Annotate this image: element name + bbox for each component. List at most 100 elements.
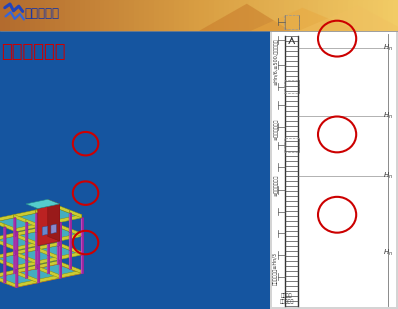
Bar: [90, 0, 96, 31]
Polygon shape: [14, 270, 26, 278]
Polygon shape: [59, 208, 60, 227]
Bar: [318, 0, 324, 31]
Polygon shape: [4, 227, 6, 246]
Polygon shape: [48, 252, 60, 260]
Polygon shape: [48, 199, 60, 241]
Bar: [328, 0, 334, 31]
Bar: [348, 0, 354, 31]
Bar: [214, 0, 220, 31]
Polygon shape: [59, 245, 60, 264]
Polygon shape: [16, 232, 18, 251]
Polygon shape: [59, 222, 62, 242]
Polygon shape: [37, 213, 38, 232]
Bar: [323, 0, 329, 31]
Polygon shape: [35, 213, 38, 232]
Bar: [159, 0, 165, 31]
Bar: [70, 0, 75, 31]
Polygon shape: [36, 210, 48, 218]
Bar: [0, 31, 270, 309]
Bar: [204, 0, 210, 31]
Bar: [119, 0, 125, 31]
Bar: [249, 0, 255, 31]
Bar: [60, 0, 65, 31]
Polygon shape: [69, 232, 72, 251]
Polygon shape: [17, 231, 18, 250]
Polygon shape: [81, 236, 84, 256]
Bar: [184, 0, 190, 31]
Polygon shape: [25, 222, 28, 242]
Bar: [30, 0, 35, 31]
Polygon shape: [298, 6, 398, 31]
Bar: [254, 0, 259, 31]
Bar: [20, 0, 25, 31]
Text: $H_n$: $H_n$: [383, 111, 393, 121]
Polygon shape: [0, 209, 82, 232]
Text: $H_n$: $H_n$: [383, 43, 393, 53]
Bar: [338, 0, 344, 31]
Polygon shape: [26, 199, 60, 209]
Polygon shape: [17, 250, 18, 269]
Polygon shape: [16, 242, 38, 250]
Polygon shape: [0, 275, 4, 283]
Polygon shape: [37, 227, 40, 246]
Bar: [124, 0, 130, 31]
Bar: [259, 0, 264, 31]
Bar: [5, 0, 11, 31]
Bar: [368, 0, 374, 31]
Polygon shape: [25, 260, 28, 279]
Polygon shape: [49, 217, 50, 236]
Polygon shape: [58, 261, 70, 269]
Polygon shape: [14, 214, 26, 222]
Polygon shape: [26, 222, 28, 241]
Bar: [115, 0, 120, 31]
Bar: [289, 0, 294, 31]
Bar: [199, 0, 205, 31]
Polygon shape: [0, 264, 82, 287]
Polygon shape: [14, 228, 36, 236]
Polygon shape: [60, 240, 62, 260]
Polygon shape: [58, 205, 70, 213]
Polygon shape: [37, 246, 40, 265]
Polygon shape: [36, 242, 58, 250]
Bar: [373, 0, 379, 31]
Polygon shape: [39, 264, 40, 283]
Bar: [283, 0, 289, 31]
Bar: [45, 0, 51, 31]
Polygon shape: [58, 242, 70, 250]
Polygon shape: [82, 254, 84, 273]
Polygon shape: [38, 256, 60, 264]
Bar: [393, 0, 398, 31]
Polygon shape: [39, 245, 40, 264]
Polygon shape: [57, 246, 60, 265]
Polygon shape: [42, 226, 48, 235]
Bar: [35, 0, 41, 31]
Polygon shape: [38, 204, 60, 246]
Polygon shape: [81, 255, 84, 274]
Bar: [294, 0, 299, 31]
Bar: [363, 0, 369, 31]
Polygon shape: [37, 231, 38, 250]
Polygon shape: [17, 268, 18, 287]
Bar: [189, 0, 195, 31]
Polygon shape: [0, 270, 14, 278]
Polygon shape: [70, 231, 72, 250]
Bar: [264, 0, 269, 31]
Polygon shape: [60, 270, 82, 278]
Polygon shape: [0, 214, 14, 222]
Bar: [135, 0, 140, 31]
Polygon shape: [38, 238, 60, 246]
Bar: [303, 0, 309, 31]
Polygon shape: [14, 252, 26, 260]
Bar: [383, 0, 389, 31]
Polygon shape: [35, 232, 38, 251]
Polygon shape: [26, 238, 38, 246]
Bar: [129, 0, 135, 31]
Polygon shape: [58, 224, 70, 232]
Polygon shape: [81, 218, 84, 237]
Polygon shape: [26, 259, 28, 278]
Polygon shape: [14, 233, 26, 241]
Polygon shape: [14, 236, 16, 256]
Polygon shape: [57, 209, 60, 228]
Polygon shape: [51, 224, 57, 234]
Polygon shape: [37, 250, 38, 269]
